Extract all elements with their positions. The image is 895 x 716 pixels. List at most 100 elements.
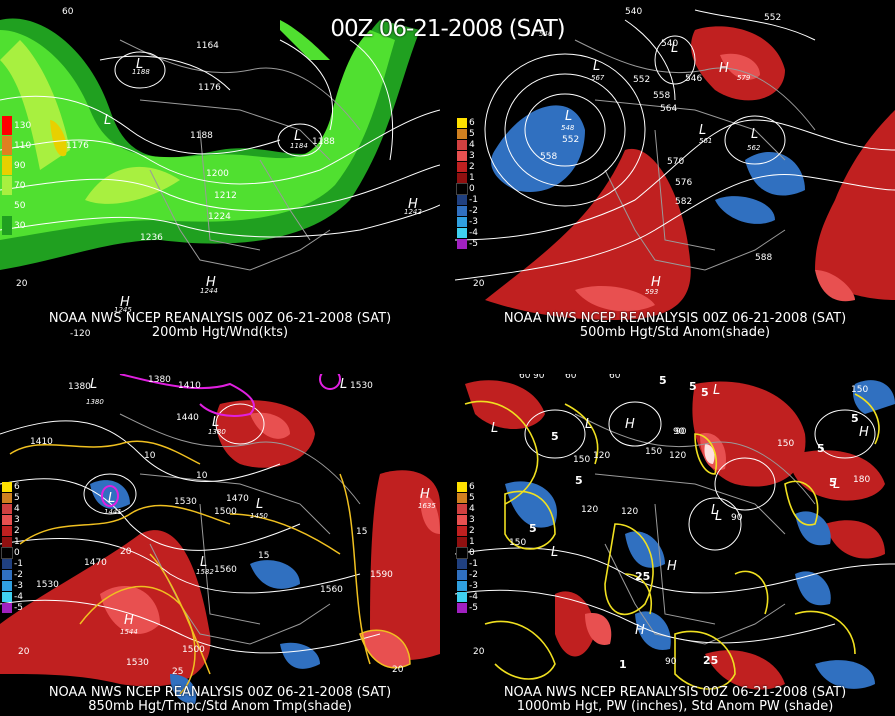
legend-label: -4 (469, 592, 478, 602)
contour-label: 1380 (86, 398, 104, 406)
legend-swatch (2, 603, 12, 613)
contour-label: 1244 (200, 287, 218, 295)
contour-label: 1470 (274, 374, 297, 377)
legend-label: 6 (14, 482, 20, 492)
low-pressure-marker: L (551, 545, 558, 560)
legend-label: 5 (469, 129, 475, 139)
contour-label: 1212 (214, 191, 237, 201)
legend-label: 0 (469, 184, 475, 194)
legend-swatch (2, 482, 12, 492)
legend-swatch (2, 136, 12, 155)
legend-swatch (2, 116, 12, 135)
high-pressure-marker: H (719, 61, 729, 76)
legend-swatch (456, 183, 468, 195)
legend-label: 3 (14, 515, 20, 525)
low-pressure-marker: L (294, 129, 301, 144)
legend-label: -4 (469, 228, 478, 238)
high-pressure-marker: H (651, 275, 661, 290)
legend-label: -2 (14, 570, 23, 580)
legend-label: 0 (469, 548, 475, 558)
low-pressure-marker: L (108, 491, 115, 506)
contour-label: 1441 (104, 508, 122, 516)
legend-swatch (457, 581, 467, 591)
precipitable-water-label: 5 (817, 442, 825, 455)
low-pressure-marker: L (200, 555, 207, 570)
precipitable-water-label: 5 (851, 412, 859, 425)
legend-label: 6 (469, 118, 475, 128)
latitude-label: 20 (18, 647, 30, 657)
legend-swatch (2, 592, 12, 602)
legend-label: -3 (14, 581, 23, 591)
contour-label: 548 (561, 124, 575, 132)
legend-swatch (457, 228, 467, 238)
low-pressure-marker: L (136, 57, 143, 72)
low-pressure-marker: L (491, 421, 498, 436)
legend-swatch (457, 206, 467, 216)
legend-swatch (2, 559, 12, 569)
contour-label: 1470 (226, 494, 249, 504)
contour-label: 60 (609, 374, 621, 381)
legend-label: 4 (469, 504, 475, 514)
legend-swatch (457, 239, 467, 249)
caption-source: NOAA NWS NCEP REANALYSIS 00Z 06-21-2008 … (48, 311, 392, 326)
contour-label: 561 (699, 137, 712, 145)
legend-label: -5 (469, 603, 478, 613)
legend-label: -1 (469, 195, 478, 205)
legend-swatch (2, 216, 12, 235)
contour-label: 1224 (208, 212, 231, 222)
panel-1000mb: 60 90 60 150 120 150 90 120 150 150 180 … (455, 374, 895, 716)
low-pressure-marker: L (256, 497, 263, 512)
high-pressure-marker: H (124, 613, 134, 628)
temperature-label: 10 (144, 451, 156, 461)
legend-label: 6 (469, 482, 475, 492)
contour-label: 120 (593, 451, 610, 461)
temperature-label: 20 (120, 547, 132, 557)
precipitable-water-label: 25 (635, 570, 650, 583)
high-pressure-marker: H (859, 425, 869, 440)
caption-field: 500mb Hgt/Std Anom(shade) (579, 325, 771, 340)
legend-swatch (457, 559, 467, 569)
contour-label: 1500 (182, 645, 205, 655)
low-pressure-marker: L (340, 377, 347, 392)
contour-label: 1410 (178, 381, 201, 391)
contour-label: 1544 (120, 628, 138, 636)
legend-label: 1 (469, 173, 475, 183)
legend-swatch (457, 151, 467, 161)
legend-swatch (2, 526, 12, 536)
legend-label: -5 (14, 603, 23, 613)
latitude-label: 20 (473, 279, 485, 289)
contour-label: 1242 (404, 208, 422, 216)
longitude-label: -120 (70, 329, 91, 339)
low-pressure-marker: L (212, 415, 219, 430)
legend-label: 1 (469, 537, 475, 547)
temperature-label: 15 (258, 551, 269, 561)
legend-swatch (457, 129, 467, 139)
legend-label: 110 (14, 141, 32, 151)
contour-label: 1380 (148, 375, 171, 385)
contour-label: 564 (660, 104, 677, 114)
legend-label: -1 (14, 559, 23, 569)
legend-swatch (457, 603, 467, 613)
legend-label: -2 (469, 206, 478, 216)
legend-label: 2 (469, 526, 475, 536)
contour-label: 540 (625, 7, 642, 17)
legend-label: 1 (14, 537, 20, 547)
low-pressure-marker: L (104, 113, 111, 128)
contour-label: 567 (591, 74, 605, 82)
legend-swatch (457, 173, 467, 183)
legend-swatch (2, 515, 12, 525)
legend-label: -1 (469, 559, 478, 569)
panel-850mb: 1380 1380 1410 1440 1470 1410 1530 1500 … (0, 374, 440, 716)
high-pressure-marker: H (667, 559, 677, 574)
latitude-label: 20 (16, 279, 28, 289)
legend-label: 50 (14, 201, 26, 211)
precipitable-water-label: 5 (829, 476, 837, 489)
contour-label: 150 (573, 455, 590, 465)
high-pressure-marker: H (408, 197, 418, 212)
temperature-label: 10 (196, 471, 208, 481)
contour-label: 576 (675, 178, 692, 188)
legend-label: 0 (14, 548, 20, 558)
low-pressure-marker: L (90, 377, 97, 392)
legend-swatch (456, 547, 468, 559)
